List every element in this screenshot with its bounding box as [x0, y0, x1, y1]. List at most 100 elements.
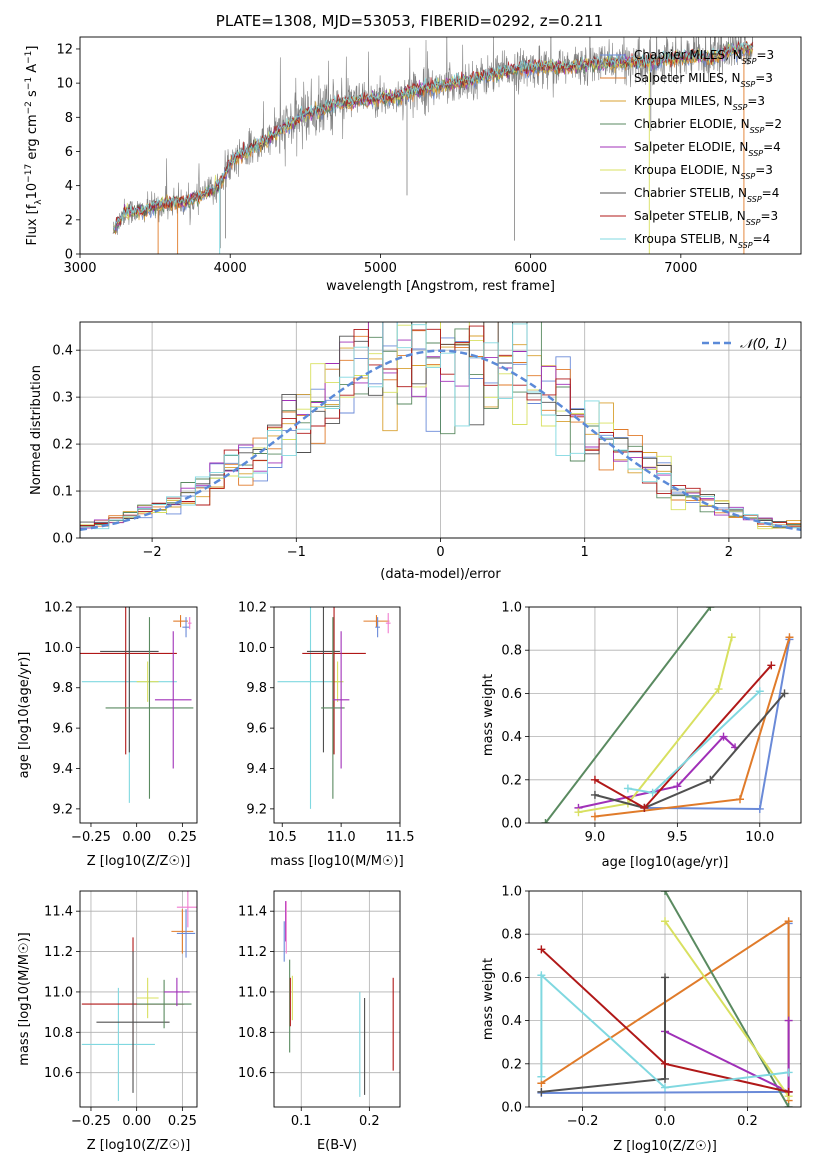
legend-label-value: =3 [747, 94, 765, 108]
weight_vs_Z-point-marker [661, 973, 669, 982]
spectrum-ylabel: Flux [fλ10−17 erg cm−2 s−1 A−1] [24, 46, 44, 246]
weight_vs_age-point-marker [780, 689, 789, 698]
weight_vs_age-point-marker [736, 795, 745, 804]
mass_vs_Z-ytick-label: 11.2 [44, 945, 73, 960]
weight_vs_age-point-marker [623, 784, 632, 793]
spectrum-ytick-label: 8 [65, 111, 73, 126]
legend-label-sub: SSP [747, 195, 762, 204]
mass_vs_ebv-xtick-label: 0.1 [291, 1114, 312, 1129]
age_vs_Z-ytick-label: 10.2 [44, 601, 73, 616]
spectrum-plot-area [112, 37, 754, 254]
mass_vs_Z-ylabel: mass [log10(M/M☉)] [17, 932, 32, 1065]
age_vs_Z-xtick-label: 0.25 [168, 830, 197, 845]
spectrum-xtick-label: 4000 [214, 261, 247, 276]
age_vs_mass-frame [273, 606, 401, 824]
residuals-xlabel: (data-model)/error [380, 567, 501, 582]
residuals-ylabel: Normed distribution [29, 365, 44, 495]
legend-label-value: =3 [760, 209, 778, 223]
weight_vs_Z-point-marker [784, 917, 793, 926]
weight_vs_age-series-chabrier-stelib [594, 692, 786, 809]
age_vs_mass-ytick-label: 10.0 [238, 641, 267, 656]
legend-label-main: Chabrier STELIB, N [634, 186, 747, 200]
mass_vs_Z-frame [79, 890, 198, 1108]
weight_vs_Z-plot-area [537, 891, 793, 1107]
mass_vs_ebv-ytick-label: 10.6 [238, 1066, 267, 1081]
spectrum-model-salpeter-stelib [113, 41, 754, 230]
residuals-ytick-label: 0.0 [52, 532, 73, 547]
weight_vs_age-point-marker [648, 788, 657, 797]
weight_vs_Z-axes: −0.2 0.0 0.2 0.0 0.2 0.4 0.6 0.8 1.0 [501, 885, 802, 1129]
weight_vs_age-point-marker [590, 812, 599, 821]
mass_vs_Z-axes: −0.25 0.00 0.25 10.6 10.8 11.0 11.2 11.4 [44, 890, 198, 1129]
legend-label-main: Kroupa ELODIE, N [634, 163, 741, 177]
weight_vs_age-ytick-label: 0.8 [501, 644, 522, 659]
legend-label: Kroupa STELIB, NSSP=4 [634, 232, 770, 250]
age_vs_mass-ytick-label: 9.6 [246, 722, 267, 737]
weight_vs_Z-point-marker [537, 945, 546, 954]
weight_vs_age-point-marker [785, 633, 794, 642]
legend-label-main: Chabrier MILES, N [634, 48, 742, 62]
age_vs_mass-ytick-label: 10.2 [238, 601, 267, 616]
weight_vs_age-axes: 9.0 9.5 10.0 0.0 0.2 0.4 0.6 0.8 1.0 [501, 601, 802, 845]
weight_vs_age-ytick-label: 0.2 [501, 773, 522, 788]
legend-label-sub: SSP [746, 218, 761, 227]
spectrum-xtick-label: 7000 [664, 261, 697, 276]
weight_vs_Z-point-marker [661, 1074, 669, 1083]
weight_vs_age-series-salpeter-miles [594, 636, 791, 818]
mass_vs_ebv-ytick-label: 11.0 [238, 985, 267, 1000]
mass_vs_Z-ytick-label: 10.6 [44, 1066, 73, 1081]
spectrum-ylabel-part: s [25, 90, 40, 101]
weight_vs_Z-ytick-label: 0.6 [501, 971, 522, 986]
residuals-axes: −2 −1 0 1 2 0.0 0.1 0.2 0.3 0.4 [52, 321, 802, 560]
residuals-ytick-label: 0.3 [52, 391, 73, 406]
mass_vs_Z-ytick-label: 11.0 [44, 985, 73, 1000]
weight_vs_Z-ytick-label: 0.8 [501, 928, 522, 943]
weight_vs_age-ytick-label: 0.6 [501, 687, 522, 702]
weight_vs_Z-series-kroupa-elodie [664, 920, 790, 1097]
legend-label-sub: SSP [738, 241, 753, 250]
spectrum-ylabel-part: A [25, 64, 40, 77]
legend-label: Chabrier MILES, NSSP=3 [634, 48, 774, 66]
weight_vs_Z-point-marker [784, 1087, 793, 1096]
weight_vs_age-point-marker [574, 808, 583, 817]
age_vs_mass-plot-area [277, 607, 391, 809]
spectrum-frame [79, 36, 802, 255]
weight_vs_Z-point-marker [784, 1068, 793, 1077]
legend-label-value: =4 [762, 186, 780, 200]
weight_vs_Z-series-kroupa-stelib [540, 972, 789, 1089]
mass_vs_ebv-ytick-label: 11.2 [238, 945, 267, 960]
residuals-ytick-label: 0.1 [52, 485, 73, 500]
legend-label-value: =4 [753, 232, 771, 246]
age_vs_Z-ytick-label: 9.6 [52, 722, 73, 737]
mass_vs_Z-xtick-label: 0.25 [168, 1114, 197, 1129]
weight_vs_Z-point-marker [784, 1103, 793, 1107]
residuals-xtick-label: −2 [143, 545, 162, 560]
mass_vs_Z-xtick-label: −0.25 [71, 1114, 111, 1129]
weight_vs_age-point-marker [706, 775, 715, 784]
spectrum-ylabel-part: erg cm [25, 114, 40, 163]
weight_vs_age-point-marker [767, 661, 776, 670]
legend-label-sub: SSP [742, 57, 757, 66]
age_vs_Z-ytick-label: 9.8 [52, 681, 73, 696]
weight_vs_Z-xtick-label: 0.0 [655, 1114, 676, 1129]
weight_vs_Z-point-marker [784, 1016, 793, 1025]
mass_vs_ebv-plot-area [283, 901, 394, 1097]
weight_vs_age-xlabel: age [log10(age/yr)] [602, 855, 729, 870]
spectrum-ylabel-part: −1 [24, 51, 34, 64]
spectrum-ytick-label: 6 [65, 145, 73, 160]
weight_vs_age-series-kroupa-elodie [578, 636, 733, 814]
age_vs_Z-xtick-label: −0.25 [71, 830, 111, 845]
weight_vs_age-series-salpeter-elodie [578, 735, 736, 809]
residuals-frame [79, 321, 802, 539]
legend-label-value: =4 [763, 140, 781, 154]
spectrum-ytick-label: 0 [65, 248, 73, 263]
age_vs_Z-xtick-label: 0.00 [122, 830, 151, 845]
weight_vs_age-ylabel: mass weight [481, 674, 496, 756]
legend-label: Salpeter STELIB, NSSP=3 [634, 209, 778, 227]
spectrum-ylabel-part: −17 [24, 164, 34, 183]
spectrum-xtick-label: 5000 [364, 261, 397, 276]
weight_vs_Z-ytick-label: 0.2 [501, 1057, 522, 1072]
weight_vs_Z-series-salpeter-elodie [664, 1020, 790, 1094]
